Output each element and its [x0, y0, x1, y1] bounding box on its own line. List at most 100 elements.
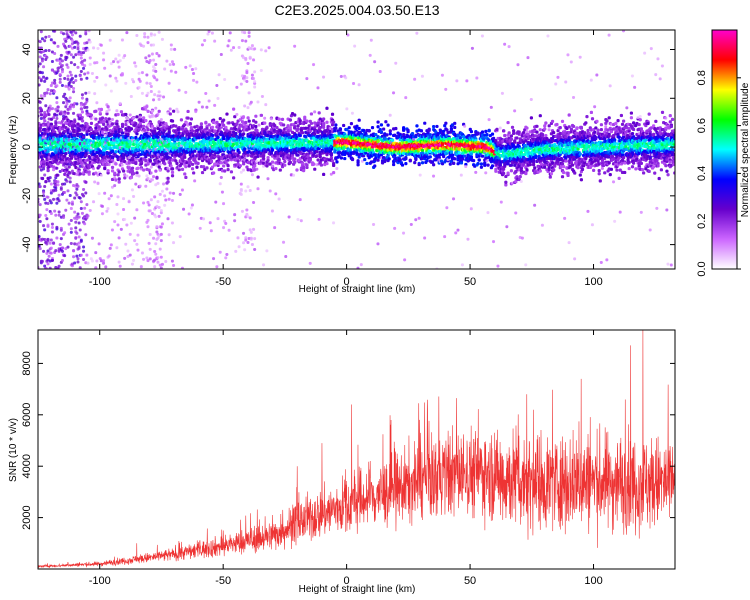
spectrogram-cell: [316, 158, 320, 162]
spectrogram-cell: [332, 221, 336, 225]
spectrogram-cell: [68, 130, 72, 134]
spectrogram-cell: [84, 91, 88, 95]
spectrogram-cell: [159, 239, 163, 243]
spectrogram-cell: [79, 56, 83, 60]
spectrogram-cell: [149, 90, 153, 94]
spectrogram-cell: [120, 163, 124, 167]
spectrogram-cell: [163, 67, 167, 71]
spectrogram-cell: [138, 115, 142, 119]
spectrogram-cell: [213, 103, 217, 107]
spectrogram-cell: [50, 258, 54, 262]
spectrogram-cell: [38, 83, 41, 87]
spectrogram-cell: [372, 222, 376, 226]
spectrogram-cell: [109, 62, 113, 66]
spectrogram-cell: [329, 151, 334, 156]
spectrogram-cell: [222, 226, 226, 230]
spectrogram-cell: [38, 235, 41, 239]
spectrogram-cell: [123, 256, 127, 260]
spectrogram-cell: [138, 79, 142, 83]
spectrogram-cell: [233, 213, 237, 217]
spectrogram-cell: [313, 167, 317, 171]
spectrogram-cell: [57, 210, 61, 214]
spectrogram-cell: [60, 249, 64, 253]
spectrogram-cell: [42, 224, 46, 228]
spectrogram-cell: [67, 165, 71, 169]
spectrogram-cell: [64, 165, 68, 169]
spectrogram-cell: [194, 67, 198, 71]
spectrogram-cell: [167, 233, 171, 237]
spectrogram-cell: [239, 182, 243, 186]
spectrogram-cell: [46, 149, 50, 153]
spectrogram-cell: [277, 117, 281, 121]
spectrogram-cell: [163, 203, 167, 207]
spectrogram-cell: [170, 60, 174, 64]
spectrogram-cell: [114, 130, 118, 134]
spectrogram-cell: [46, 249, 50, 253]
spectrogram-cell: [157, 90, 161, 94]
spectrogram-cell: [222, 118, 226, 122]
spectrogram-cell: [95, 61, 99, 65]
spectrogram-cell: [224, 256, 228, 260]
spectrogram-cell: [64, 105, 68, 109]
spectrogram-cell: [168, 63, 172, 67]
spectrogram-cell: [89, 121, 94, 125]
spectrogram-cell: [246, 240, 250, 244]
spectrogram-cell: [278, 168, 282, 172]
spectrogram-cell: [300, 131, 305, 135]
spectrogram-cell: [60, 84, 64, 88]
spectrogram-cell: [76, 41, 80, 45]
spectrogram-cell: [388, 113, 392, 117]
spectrogram-cell: [159, 155, 163, 159]
spectrogram-cell: [253, 47, 257, 51]
spectrogram-cell: [69, 61, 73, 65]
spectrogram-cell: [68, 70, 72, 74]
spectrogram-cell: [68, 96, 72, 100]
spectrogram-cell: [42, 75, 46, 79]
spectrogram-cell: [60, 59, 64, 63]
spectrogram-cell: [246, 153, 250, 157]
spectrogram-cell: [55, 166, 59, 170]
spectrogram-cell: [62, 101, 66, 105]
spectrogram-cell: [208, 221, 212, 225]
spectrogram-cell: [79, 77, 83, 81]
spectrogram-cell: [67, 99, 71, 103]
spectrogram-cell: [75, 217, 79, 221]
spectrogram-cell: [219, 130, 224, 134]
spectrogram-cell: [92, 200, 96, 204]
spectrogram-cell: [110, 122, 115, 126]
spectrogram-cell: [253, 85, 257, 89]
spectrogram-cell: [88, 40, 92, 44]
spectrogram-cell: [123, 173, 127, 177]
spectrogram-cell: [58, 72, 62, 76]
spectrogram-cell: [216, 217, 220, 221]
spectrogram-cell: [115, 109, 119, 113]
spectrogram-cell: [68, 159, 72, 163]
spectrogram-cell: [166, 169, 170, 173]
spectrogram-cell: [83, 206, 87, 210]
spectrogram-cell: [56, 183, 60, 187]
spectrogram-cell: [95, 122, 99, 127]
spectrogram-cell: [42, 194, 46, 198]
spectrogram-cell: [159, 225, 163, 229]
spectrogram-cell: [114, 150, 118, 154]
spectrogram-cell: [200, 43, 204, 47]
spectrogram-cell: [65, 98, 69, 102]
spectrogram-cell: [262, 154, 266, 158]
spectrogram-cell: [46, 195, 50, 199]
spectrogram-cell: [105, 159, 109, 163]
spectrogram-cell: [79, 207, 83, 211]
spectrogram-cell: [105, 110, 109, 114]
spectrogram-cell: [125, 31, 129, 35]
spectrogram-cell: [379, 123, 384, 127]
spectrogram-cell: [47, 179, 51, 183]
spectrogram-cell: [110, 158, 114, 162]
spectrogram-cell: [175, 161, 179, 166]
spectrogram-cell: [44, 214, 48, 218]
spectrogram-cell: [39, 113, 44, 117]
spectrogram-cell: [59, 110, 63, 114]
spectrogram-cell: [218, 149, 222, 153]
spectrogram-cell: [338, 128, 342, 132]
spectrogram-cell: [158, 143, 162, 147]
spectrogram-cell: [129, 176, 133, 180]
spectrogram-cell: [242, 132, 246, 136]
